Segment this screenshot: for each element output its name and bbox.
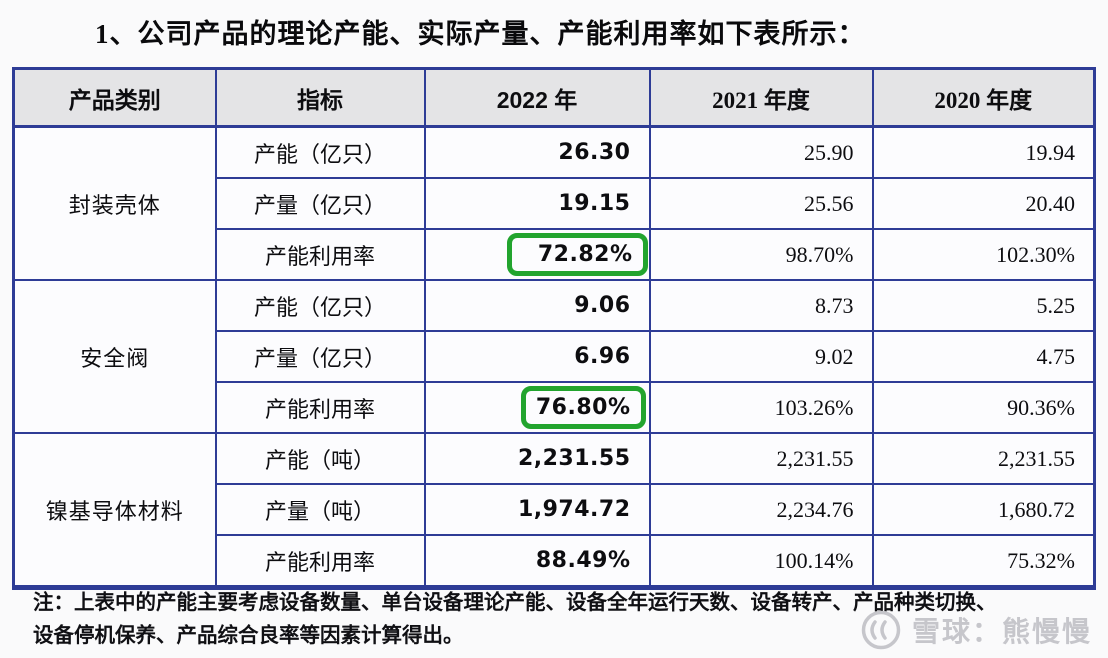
value-2020: 4.75 (871, 330, 1096, 383)
value-2020: 75.32% (871, 534, 1096, 589)
value-2021: 8.73 (648, 279, 874, 332)
indicator-cell: 产量（亿只） (214, 330, 426, 383)
indicator-cell: 产能（亿只） (214, 279, 426, 332)
footnote-line-2: 设备停机保养、产品综合良率等因素计算得出。 (33, 625, 464, 647)
header-category: 产品类别 (12, 67, 217, 128)
value-2021: 25.90 (648, 125, 874, 179)
table-row: 产能利用率 72.82% 98.70% 102.30% (14, 228, 1096, 281)
value-2022-highlighted: 72.82% (423, 228, 651, 281)
value-2022-highlighted: 76.80% (423, 381, 651, 434)
table-row: 安全阀 产能（亿只） 9.06 8.73 5.25 (12, 279, 1096, 434)
category-cell: 镍基导体材料 (12, 432, 217, 589)
table-row: 产量（吨） 1,974.72 2,234.76 1,680.72 (14, 483, 1096, 536)
category-cell: 安全阀 (12, 279, 217, 434)
indicator-cell: 产量（亿只） (214, 177, 426, 230)
value-2021: 103.26% (648, 381, 874, 434)
green-highlight-box: 76.80% (520, 386, 646, 429)
table-row: 产量（亿只） 6.96 9.02 4.75 (14, 330, 1096, 383)
capacity-table: 产品类别 指标 2022 年 2021 年度 2020 年度 封装壳体 产能（亿… (12, 67, 1096, 590)
value-2022: 9.06 (423, 279, 651, 332)
table-row: 产量（亿只） 19.15 25.56 20.40 (14, 177, 1096, 230)
value-2022: 2,231.55 (423, 432, 651, 485)
header-indicator: 指标 (214, 67, 426, 128)
indicator-cell: 产能利用率 (214, 228, 426, 281)
value-2021: 2,231.55 (648, 432, 874, 485)
value-2020: 19.94 (871, 125, 1096, 179)
value-2020: 2,231.55 (871, 432, 1096, 485)
indicator-cell: 产量（吨） (214, 483, 426, 536)
value-2020: 90.36% (871, 381, 1096, 434)
header-2021: 2021 年度 (648, 67, 874, 128)
indicator-cell: 产能（吨） (214, 432, 426, 485)
value-2020: 1,680.72 (871, 483, 1096, 536)
table-row: 产能利用率 88.49% 100.14% 75.32% (14, 534, 1096, 589)
watermark: 雪球：熊慢慢 (859, 608, 1092, 652)
table-footnote: 注：上表中的产能主要考虑设备数量、单台设备理论产能、设备全年运行天数、设备转产、… (33, 587, 1093, 653)
indicator-cell: 产能利用率 (214, 534, 426, 589)
value-2022: 88.49% (423, 534, 651, 589)
header-2022: 2022 年 (423, 67, 651, 128)
value-2020: 20.40 (871, 177, 1096, 230)
watermark-text: 雪球：熊慢慢 (911, 616, 1092, 647)
page-title: 1、公司产品的理论产能、实际产量、产能利用率如下表所示： (95, 19, 866, 49)
table-row: 封装壳体 产能（亿只） 26.30 25.90 19.94 (12, 125, 1096, 281)
table-row: 产能利用率 76.80% 103.26% 90.36% (14, 381, 1096, 434)
category-cell: 封装壳体 (12, 125, 217, 281)
value-2020: 102.30% (871, 228, 1096, 281)
value-2021: 98.70% (648, 228, 874, 281)
value-2022: 1,974.72 (423, 483, 651, 536)
value-2020: 5.25 (871, 279, 1096, 332)
value-2022: 26.30 (423, 125, 651, 179)
value-2021: 25.56 (648, 177, 874, 230)
header-2020: 2020 年度 (871, 67, 1096, 128)
xueqiu-snowball-logo-icon (861, 610, 901, 650)
value-2021: 9.02 (648, 330, 874, 383)
footnote-line-1: 注：上表中的产能主要考虑设备数量、单台设备理论产能、设备全年运行天数、设备转产、… (33, 592, 997, 614)
table-row: 镍基导体材料 产能（吨） 2,231.55 2,231.55 2,231.55 (12, 432, 1096, 589)
green-highlight-box: 72.82% (506, 233, 648, 276)
indicator-cell: 产能利用率 (214, 381, 426, 434)
value-2022: 6.96 (423, 330, 651, 383)
indicator-cell: 产能（亿只） (214, 125, 426, 179)
value-2022: 19.15 (423, 177, 651, 230)
value-2021: 100.14% (648, 534, 874, 589)
table-header-row: 产品类别 指标 2022 年 2021 年度 2020 年度 (12, 67, 1096, 128)
value-2021: 2,234.76 (648, 483, 874, 536)
